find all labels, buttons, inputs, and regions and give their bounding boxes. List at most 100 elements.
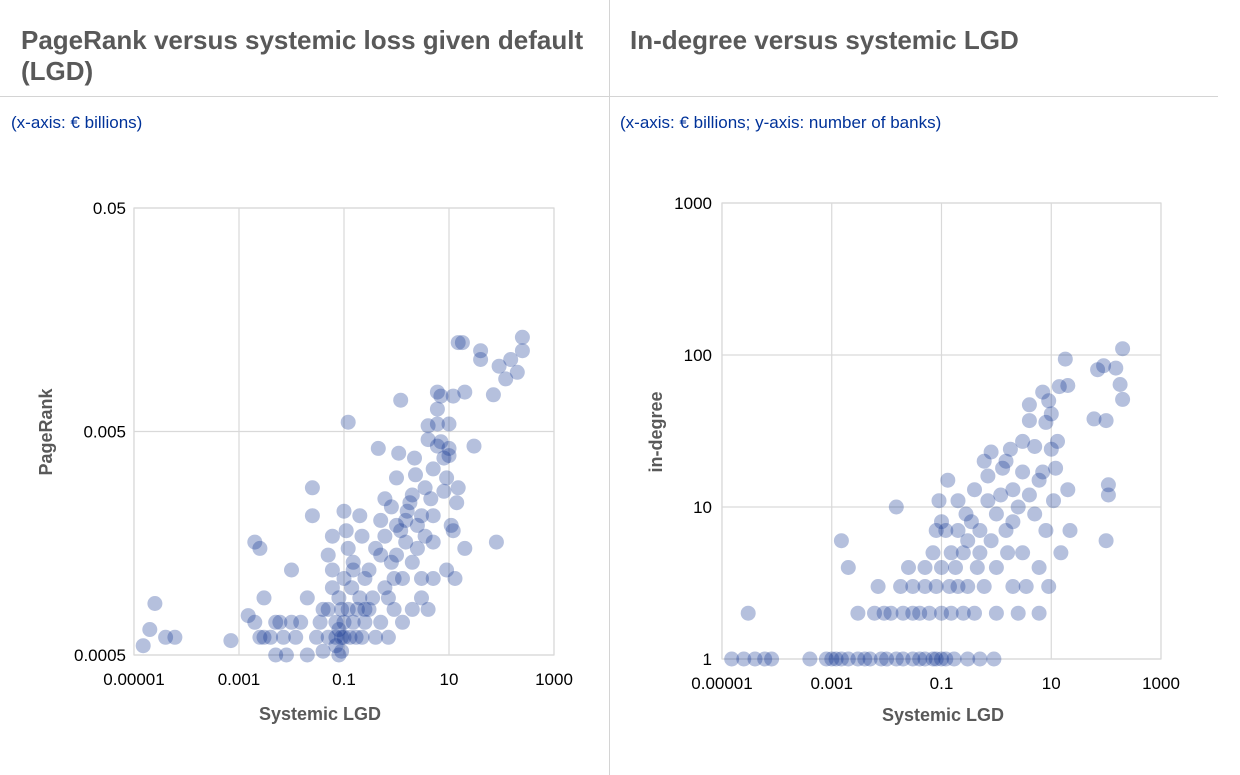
scatter-point bbox=[304, 480, 320, 496]
scatter-point bbox=[986, 651, 1002, 667]
scatter-point bbox=[373, 547, 389, 563]
scatter-point bbox=[331, 647, 347, 663]
scatter-point bbox=[1035, 384, 1051, 400]
scatter-point bbox=[443, 517, 459, 533]
scatter-point bbox=[429, 401, 445, 417]
scatter-point bbox=[503, 352, 519, 367]
scatter-point bbox=[425, 461, 441, 477]
scatter-point bbox=[450, 480, 466, 496]
scatter-point bbox=[938, 651, 954, 667]
x-axis-label: Systemic LGD bbox=[259, 704, 381, 724]
scatter-point bbox=[331, 622, 347, 637]
scatter-point bbox=[345, 562, 361, 578]
scatter-point bbox=[439, 562, 455, 578]
y-tick-label: 1 bbox=[703, 650, 712, 669]
scatter-point bbox=[950, 579, 966, 594]
scatter-point bbox=[441, 440, 457, 456]
scatter-point bbox=[441, 416, 457, 432]
scatter-point bbox=[912, 605, 928, 621]
scatter-point bbox=[873, 651, 889, 667]
scatter-point bbox=[409, 540, 425, 556]
scatter-point bbox=[893, 579, 909, 594]
scatter-point bbox=[1050, 433, 1065, 449]
scatter-point bbox=[457, 540, 473, 556]
scatter-point bbox=[361, 562, 377, 578]
scatter-point bbox=[334, 629, 350, 645]
scatter-point bbox=[905, 651, 921, 667]
scatter-point bbox=[404, 554, 420, 570]
scatter-point bbox=[1041, 393, 1057, 409]
scatter-point bbox=[328, 629, 344, 645]
scatter-point bbox=[917, 560, 933, 575]
scatter-point bbox=[439, 470, 455, 486]
scatter-point bbox=[429, 384, 445, 400]
x-tick-label: 0.1 bbox=[930, 674, 954, 693]
scatter-point bbox=[414, 590, 429, 606]
scatter-point bbox=[252, 540, 268, 556]
scatter-point bbox=[386, 601, 402, 617]
scatter-point bbox=[833, 533, 849, 549]
scatter-point bbox=[383, 499, 399, 515]
scatter-point bbox=[357, 601, 373, 617]
scatter-point bbox=[879, 651, 895, 667]
scatter-point bbox=[967, 605, 982, 621]
scatter-point bbox=[336, 629, 352, 645]
scatter-point bbox=[1010, 499, 1026, 515]
scatter-point bbox=[850, 651, 866, 667]
scatter-point bbox=[917, 579, 933, 594]
scatter-point bbox=[925, 545, 941, 561]
scatter-point bbox=[349, 601, 365, 617]
left-panel: PageRank versus systemic loss given defa… bbox=[0, 0, 609, 775]
scatter-point bbox=[252, 629, 268, 645]
x-tick-label: 0.00001 bbox=[103, 670, 164, 689]
scatter-point bbox=[950, 523, 966, 538]
scatter-point bbox=[284, 562, 299, 578]
scatter-point bbox=[938, 523, 954, 538]
scatter-point bbox=[315, 643, 331, 659]
scatter-point bbox=[417, 528, 433, 544]
scatter-point bbox=[247, 534, 263, 550]
scatter-point bbox=[1000, 545, 1016, 561]
scatter-point bbox=[223, 633, 239, 649]
scatter-point bbox=[399, 503, 415, 519]
scatter-point bbox=[293, 614, 309, 630]
scatter-point bbox=[895, 651, 911, 667]
scatter-point bbox=[901, 560, 916, 575]
scatter-point bbox=[1015, 433, 1031, 449]
scatter-point bbox=[1015, 545, 1031, 561]
scatter-point bbox=[833, 651, 849, 667]
scatter-point bbox=[983, 533, 999, 549]
scatter-point bbox=[361, 601, 377, 617]
scatter-point bbox=[135, 638, 151, 654]
scatter-point bbox=[1010, 605, 1026, 621]
y-tick-label: 0.0005 bbox=[74, 646, 126, 665]
scatter-point bbox=[1002, 441, 1018, 457]
scatter-point bbox=[1027, 506, 1043, 522]
scatter-point bbox=[934, 605, 949, 621]
scatter-point bbox=[972, 523, 988, 538]
scatter-point bbox=[1041, 579, 1057, 594]
left-title-divider bbox=[0, 96, 609, 97]
scatter-point bbox=[420, 432, 436, 448]
scatter-point bbox=[377, 491, 393, 507]
x-tick-label: 10 bbox=[440, 670, 459, 689]
scatter-point bbox=[383, 554, 399, 570]
scatter-point bbox=[1096, 358, 1112, 374]
x-tick-label: 0.001 bbox=[810, 674, 853, 693]
scatter-point bbox=[1043, 406, 1059, 422]
scatter-point bbox=[1098, 533, 1114, 549]
y-tick-label: 10 bbox=[693, 498, 712, 517]
scatter-point bbox=[352, 508, 368, 524]
scatter-point bbox=[736, 651, 752, 667]
scatter-point bbox=[824, 651, 840, 667]
scatter-point bbox=[1005, 482, 1021, 498]
scatter-point bbox=[747, 651, 763, 667]
left-panel-title: PageRank versus systemic loss given defa… bbox=[21, 25, 584, 86]
scatter-point bbox=[334, 643, 350, 659]
scatter-point bbox=[1021, 487, 1037, 503]
scatter-point bbox=[1086, 411, 1102, 427]
scatter-point bbox=[491, 358, 507, 374]
scatter-point bbox=[445, 388, 461, 404]
y-tick-labels: 1 10 100 1000 bbox=[674, 194, 712, 669]
y-tick-label: 100 bbox=[684, 346, 712, 365]
